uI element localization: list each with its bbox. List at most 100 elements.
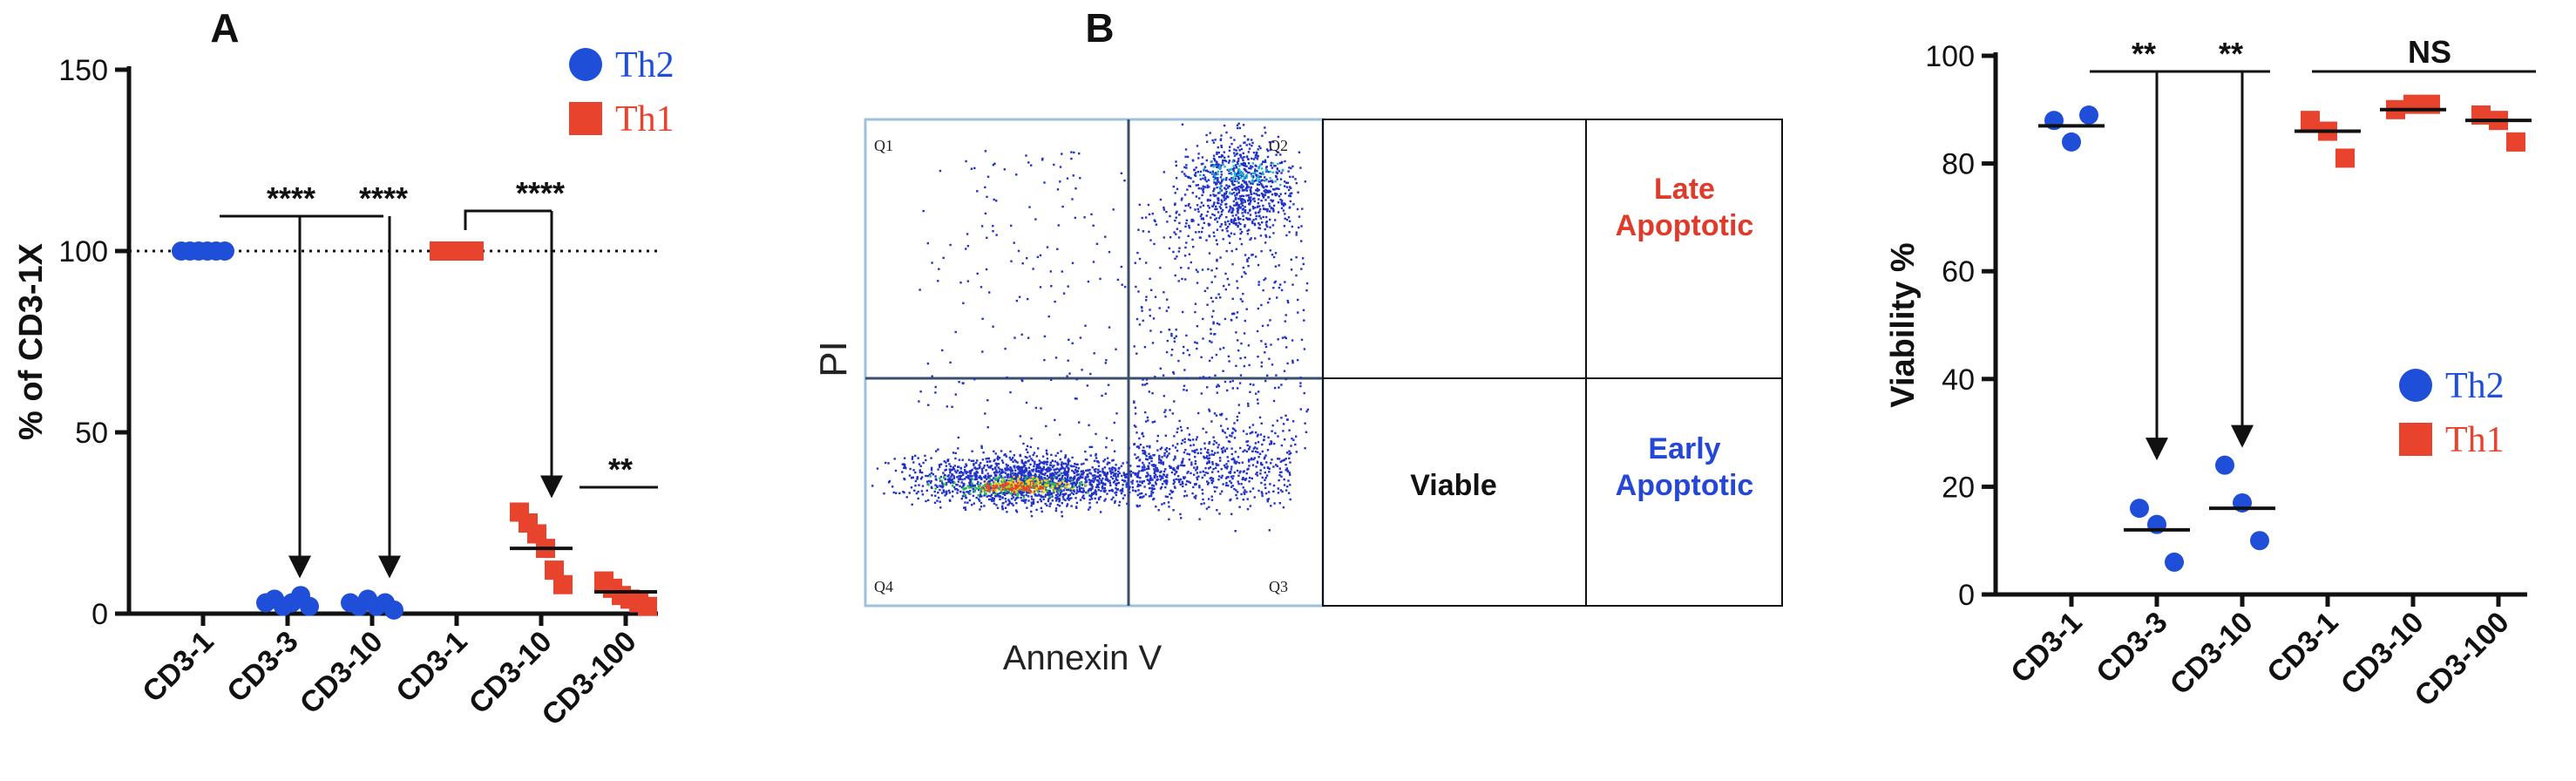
event-dot bbox=[1112, 208, 1115, 211]
event-dot bbox=[1217, 152, 1220, 154]
event-dot bbox=[1239, 446, 1242, 450]
event-dot bbox=[1243, 167, 1245, 171]
event-dot bbox=[1012, 504, 1014, 506]
event-dot bbox=[1235, 461, 1237, 465]
event-dot bbox=[1168, 518, 1170, 520]
event-dot bbox=[1242, 124, 1245, 126]
event-dot bbox=[1280, 471, 1283, 473]
event-dot bbox=[1219, 348, 1222, 350]
event-dot bbox=[1067, 474, 1069, 477]
event-dot bbox=[1191, 218, 1194, 221]
event-dot bbox=[1007, 503, 1011, 506]
event-dot bbox=[987, 490, 990, 492]
event-dot bbox=[1041, 491, 1044, 493]
event-dot bbox=[1185, 219, 1189, 221]
event-dot bbox=[1061, 485, 1063, 487]
event-dot bbox=[980, 467, 984, 471]
event-dot bbox=[1095, 468, 1097, 471]
event-dot bbox=[1049, 502, 1052, 505]
event-dot bbox=[1203, 169, 1205, 172]
event-dot bbox=[1095, 452, 1097, 456]
event-dot bbox=[973, 464, 975, 466]
event-dot bbox=[1152, 317, 1156, 320]
event-dot bbox=[972, 485, 975, 487]
event-dot bbox=[1183, 209, 1186, 213]
event-dot bbox=[1261, 464, 1264, 466]
event-dot bbox=[1252, 458, 1255, 461]
event-dot bbox=[1277, 492, 1280, 494]
event-dot bbox=[1285, 458, 1287, 460]
event-dot bbox=[1021, 465, 1024, 469]
event-dot bbox=[995, 479, 999, 481]
event-dot bbox=[1068, 494, 1070, 497]
event-dot bbox=[1183, 451, 1186, 454]
event-dot bbox=[1185, 389, 1188, 391]
event-dot bbox=[990, 498, 993, 501]
event-dot bbox=[951, 405, 953, 408]
event-dot bbox=[1193, 466, 1196, 469]
event-dot bbox=[952, 477, 956, 479]
event-dot bbox=[1176, 443, 1179, 445]
event-dot bbox=[1015, 484, 1019, 486]
event-dot bbox=[1288, 457, 1291, 459]
event-dot bbox=[1260, 491, 1263, 493]
event-dot bbox=[1196, 145, 1199, 147]
event-dot bbox=[1273, 188, 1276, 191]
event-dot bbox=[1204, 377, 1208, 379]
event-dot bbox=[1012, 484, 1015, 487]
event-dot bbox=[1196, 476, 1198, 479]
event-dot bbox=[1115, 476, 1117, 479]
event-dot bbox=[992, 225, 994, 228]
event-dot bbox=[1246, 229, 1249, 232]
event-dot bbox=[910, 486, 913, 489]
event-dot bbox=[933, 501, 937, 504]
event-dot bbox=[1019, 470, 1021, 472]
y-tick-label: 150 bbox=[58, 54, 108, 87]
event-dot bbox=[1264, 492, 1268, 495]
event-dot bbox=[1004, 476, 1007, 479]
event-dot bbox=[980, 462, 982, 465]
event-dot bbox=[1070, 465, 1074, 468]
event-dot bbox=[1086, 384, 1089, 387]
event-dot bbox=[1147, 203, 1150, 207]
event-dot bbox=[927, 479, 931, 483]
event-dot bbox=[1106, 492, 1108, 495]
event-dot bbox=[1159, 367, 1162, 370]
event-dot bbox=[977, 480, 980, 484]
event-dot bbox=[1203, 186, 1207, 188]
event-dot bbox=[1257, 183, 1261, 187]
event-dot bbox=[1181, 439, 1184, 442]
event-dot bbox=[1291, 165, 1294, 168]
event-dot bbox=[1206, 455, 1209, 458]
event-dot bbox=[1197, 210, 1200, 213]
legend-marker-th1 bbox=[569, 102, 602, 135]
event-dot bbox=[1047, 476, 1051, 479]
event-dot bbox=[986, 236, 988, 239]
event-dot bbox=[1046, 453, 1048, 456]
event-dot bbox=[1118, 472, 1121, 475]
event-dot bbox=[1218, 190, 1222, 193]
event-dot bbox=[1224, 221, 1227, 224]
event-dot bbox=[1211, 205, 1215, 207]
event-dot bbox=[1093, 468, 1095, 472]
event-dot bbox=[981, 350, 984, 353]
event-dot bbox=[1081, 496, 1084, 499]
event-dot bbox=[1024, 460, 1027, 464]
event-dot bbox=[1179, 478, 1183, 481]
event-dot bbox=[1025, 479, 1027, 482]
event-dot bbox=[1008, 499, 1011, 503]
event-dot bbox=[1087, 489, 1090, 492]
event-dot bbox=[1023, 465, 1026, 468]
event-dot bbox=[1155, 506, 1157, 508]
event-dot bbox=[1185, 334, 1188, 337]
event-dot bbox=[1126, 483, 1129, 486]
event-dot bbox=[1015, 483, 1018, 486]
event-dot bbox=[1291, 225, 1293, 228]
event-dot bbox=[1243, 271, 1246, 274]
event-dot bbox=[1235, 166, 1238, 168]
event-dot bbox=[1065, 488, 1068, 492]
event-dot bbox=[1145, 467, 1149, 471]
event-dot bbox=[1236, 280, 1238, 282]
event-dot bbox=[1285, 186, 1289, 188]
event-dot bbox=[1230, 249, 1233, 253]
